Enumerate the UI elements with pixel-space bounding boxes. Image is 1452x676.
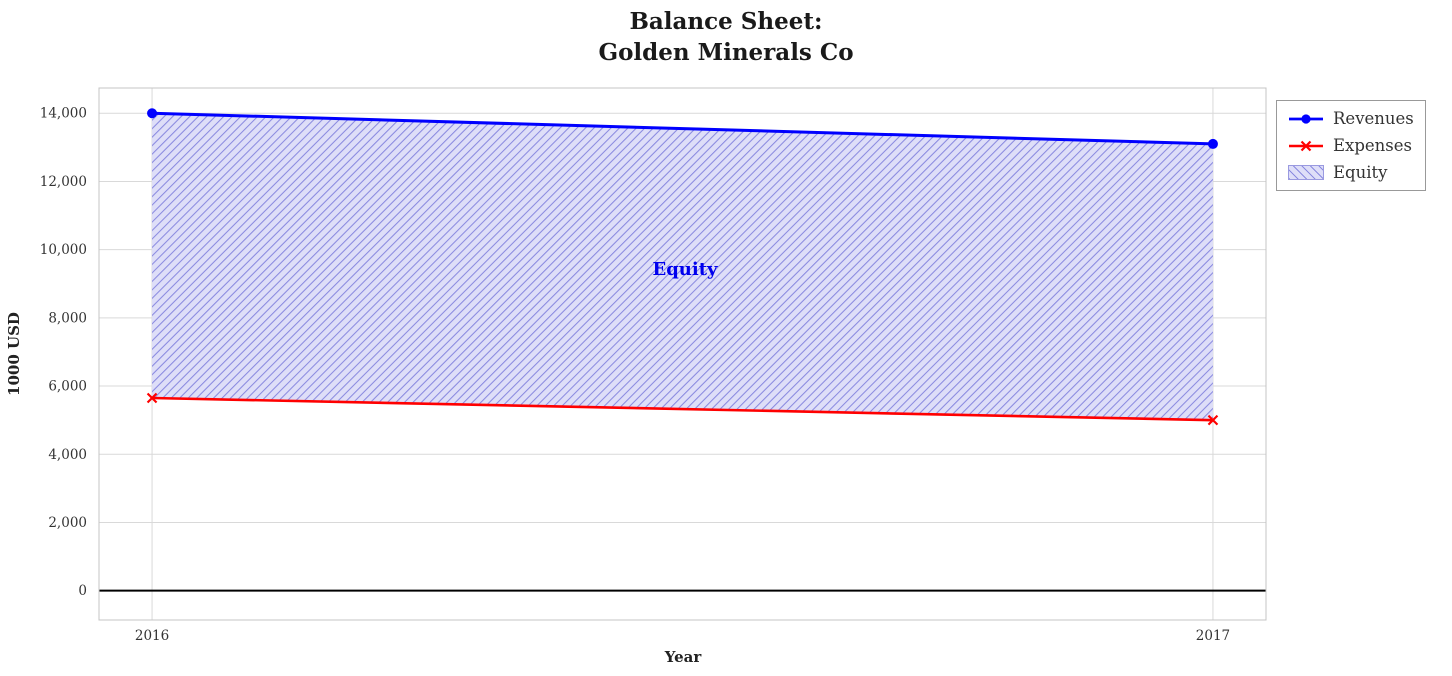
- revenues-line: [152, 111, 1213, 146]
- legend-item-revenues: Revenues: [1288, 109, 1414, 128]
- y-tick-label: 14,000: [40, 106, 87, 122]
- equity-area-label: Equity: [652, 259, 718, 280]
- expenses-line: [152, 396, 1213, 422]
- legend-label-expenses: Expenses: [1333, 136, 1413, 155]
- legend: Revenues Expenses Equity: [1276, 100, 1426, 191]
- revenues-legend-marker: [1289, 113, 1323, 124]
- revenues-marker: [1207, 138, 1218, 149]
- equity-area: [152, 113, 1213, 421]
- y-tick-label: 12,000: [40, 174, 87, 190]
- plot-layer: 0 2,000 4,000 6,000 8,000 10,000 12,000 14,000 2…: [40, 87, 1267, 644]
- x-axis-label: Year: [664, 648, 703, 666]
- expenses-marker: [1207, 414, 1219, 426]
- legend-label-revenues: Revenues: [1333, 109, 1414, 128]
- x-tick-label: 2017: [1196, 628, 1230, 644]
- chart-title: Balance Sheet: Golden Minerals Co: [598, 8, 854, 66]
- y-tick-label: 8,000: [48, 310, 87, 326]
- y-tick-label: 2,000: [48, 515, 87, 531]
- y-tick-label: 4,000: [48, 447, 87, 463]
- y-axis-label: 1000 USD: [5, 312, 23, 396]
- y-tick-label: 0: [78, 583, 87, 599]
- legend-item-expenses: Expenses: [1288, 136, 1414, 155]
- revenues-marker: [147, 108, 158, 119]
- expenses-marker: [146, 392, 158, 404]
- x-tick-label: 2016: [135, 628, 169, 644]
- legend-item-equity: Equity: [1288, 163, 1414, 182]
- y-tick-label: 6,000: [48, 379, 87, 395]
- y-tick-label: 10,000: [40, 242, 87, 258]
- equity-legend-swatch: [1288, 165, 1324, 180]
- expenses-legend-marker: [1289, 140, 1323, 151]
- legend-label-equity: Equity: [1333, 163, 1388, 182]
- plot-border: [98, 87, 1267, 621]
